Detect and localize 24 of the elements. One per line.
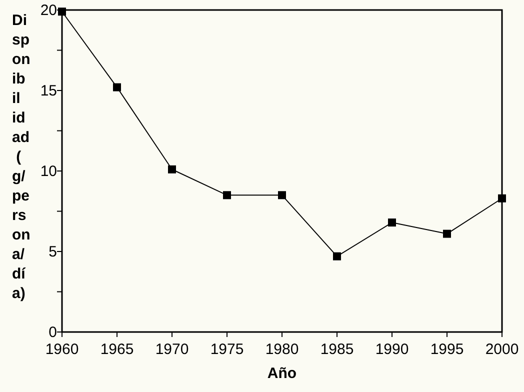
x-tick-label: 2000 — [485, 341, 519, 358]
point — [498, 194, 506, 202]
point — [278, 191, 286, 200]
x-tick-label: 1990 — [375, 341, 409, 358]
point — [333, 252, 341, 260]
point — [388, 218, 396, 227]
x-axis-title: Año — [267, 365, 297, 382]
point — [223, 191, 231, 200]
x-tick-label: 1975 — [210, 341, 244, 358]
point — [168, 165, 176, 174]
x-tick-label: 1965 — [100, 341, 134, 358]
y-tick-label: 20 — [40, 2, 57, 19]
x-tick-label: 1985 — [320, 341, 354, 358]
point — [113, 83, 121, 92]
y-tick-label: 10 — [40, 163, 57, 180]
x-tick-label: 1970 — [155, 341, 189, 358]
x-tick-label: 1980 — [265, 341, 299, 358]
point — [443, 230, 451, 238]
y-tick-label: 0 — [48, 324, 57, 341]
y-tick-label: 15 — [40, 82, 57, 100]
y-tick-label: 5 — [48, 244, 57, 260]
text: Disponibilidad (g/persona/día) — [12, 12, 30, 302]
x-tick-label: 1960 — [45, 341, 79, 358]
x-tick-label: 1995 — [430, 341, 464, 358]
